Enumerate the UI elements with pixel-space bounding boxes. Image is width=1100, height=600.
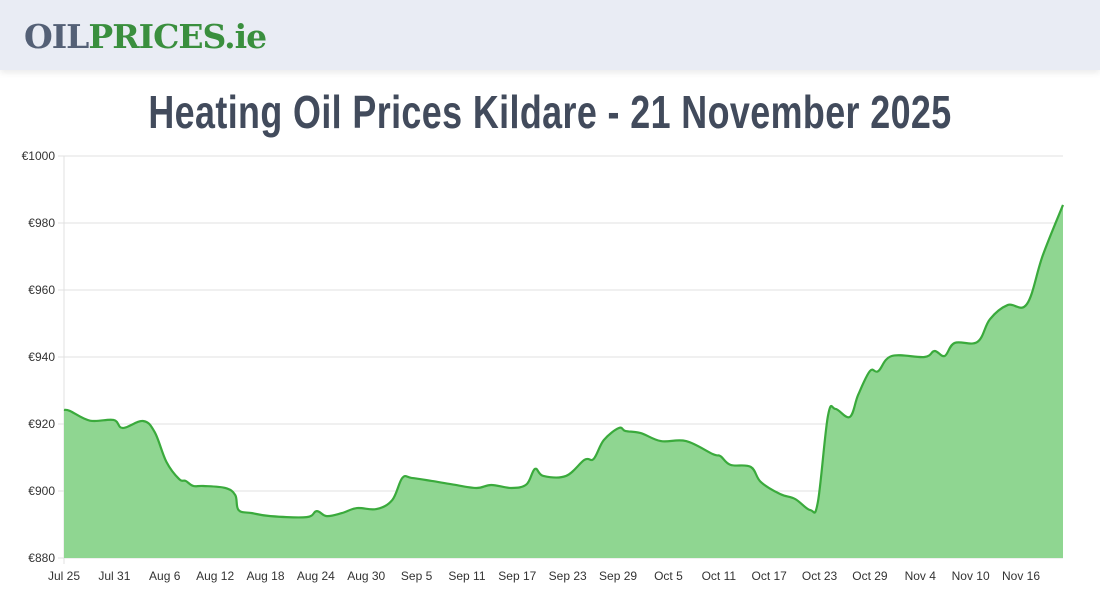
logo-oil: OIL [24,17,89,56]
price-area [64,204,1063,558]
y-tick-label: €960 [28,283,55,297]
x-tick-label: Oct 11 [702,569,737,583]
x-tick-label: Nov 4 [905,569,937,583]
y-tick-label: €940 [28,350,55,364]
page-title: Heating Oil Prices Kildare - 21 November… [148,86,952,138]
x-tick-label: Jul 25 [48,569,80,583]
x-tick-label: Sep 5 [401,569,433,583]
x-tick-label: Nov 10 [952,569,990,583]
x-tick-label: Nov 16 [1002,569,1040,583]
y-axis: €880 €900 €920 €940 €960 €980 €1000 [22,149,56,565]
logo-prices: PRICES.ie [88,17,267,56]
x-tick-label: Aug 12 [196,569,234,583]
x-tick-label: Sep 29 [599,569,637,583]
x-tick-label: Oct 17 [751,569,787,583]
x-tick-label: Aug 6 [149,569,181,583]
y-tick-label: €1000 [22,149,56,163]
x-tick-label: Sep 23 [549,569,587,583]
x-tick-label: Oct 23 [802,569,838,583]
y-tick-label: €920 [28,417,55,431]
y-tick-label: €900 [28,484,55,498]
y-tick-label: €880 [28,551,55,565]
x-tick-label: Sep 17 [498,569,536,583]
x-tick-label: Sep 11 [448,569,485,583]
x-tick-label: Aug 18 [246,569,284,583]
y-tick-label: €980 [28,216,55,230]
x-tick-label: Aug 30 [347,569,385,583]
site-header: OILPRICES.ie [0,0,1100,70]
x-tick-label: Oct 5 [654,569,683,583]
x-tick-label: Aug 24 [297,569,335,583]
x-tick-label: Jul 31 [98,569,130,583]
x-axis: Jul 25 Jul 31 Aug 6 Aug 12 Aug 18 Aug 24 Aug 3… [48,569,1040,583]
x-tick-label: Oct 29 [852,569,888,583]
site-logo[interactable]: OILPRICES.ie [24,17,267,57]
price-line [63,204,1065,519]
